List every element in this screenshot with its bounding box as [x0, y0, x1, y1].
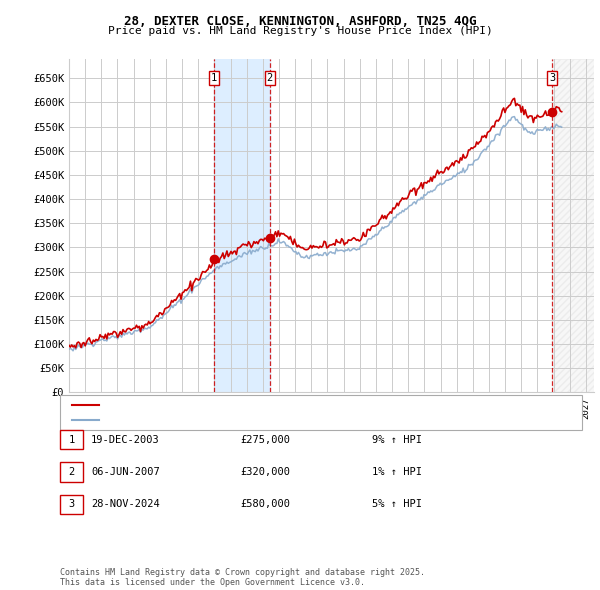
- Text: 1: 1: [211, 73, 217, 83]
- Text: Contains HM Land Registry data © Crown copyright and database right 2025.
This d: Contains HM Land Registry data © Crown c…: [60, 568, 425, 587]
- Text: 3: 3: [68, 500, 74, 509]
- Text: 3: 3: [549, 73, 555, 83]
- Text: 9% ↑ HPI: 9% ↑ HPI: [372, 435, 422, 444]
- Text: £580,000: £580,000: [240, 500, 290, 509]
- Bar: [214, 59, 270, 392]
- Text: 19-DEC-2003: 19-DEC-2003: [91, 435, 160, 444]
- Text: £320,000: £320,000: [240, 467, 290, 477]
- Text: £275,000: £275,000: [240, 435, 290, 444]
- Text: 2: 2: [68, 467, 74, 477]
- Text: 1: 1: [68, 435, 74, 444]
- Bar: [552, 59, 600, 392]
- Text: 2: 2: [266, 73, 273, 83]
- Text: 28, DEXTER CLOSE, KENNINGTON, ASHFORD, TN25 4QG (detached house): 28, DEXTER CLOSE, KENNINGTON, ASHFORD, T…: [103, 400, 479, 410]
- Text: HPI: Average price, detached house, Ashford: HPI: Average price, detached house, Ashf…: [103, 415, 356, 425]
- Text: 28-NOV-2024: 28-NOV-2024: [91, 500, 160, 509]
- Bar: [552, 59, 600, 392]
- Text: 06-JUN-2007: 06-JUN-2007: [91, 467, 160, 477]
- Text: 5% ↑ HPI: 5% ↑ HPI: [372, 500, 422, 509]
- Bar: [552, 59, 600, 392]
- Text: Price paid vs. HM Land Registry's House Price Index (HPI): Price paid vs. HM Land Registry's House …: [107, 26, 493, 36]
- Text: 1% ↑ HPI: 1% ↑ HPI: [372, 467, 422, 477]
- Text: 28, DEXTER CLOSE, KENNINGTON, ASHFORD, TN25 4QG: 28, DEXTER CLOSE, KENNINGTON, ASHFORD, T…: [124, 15, 476, 28]
